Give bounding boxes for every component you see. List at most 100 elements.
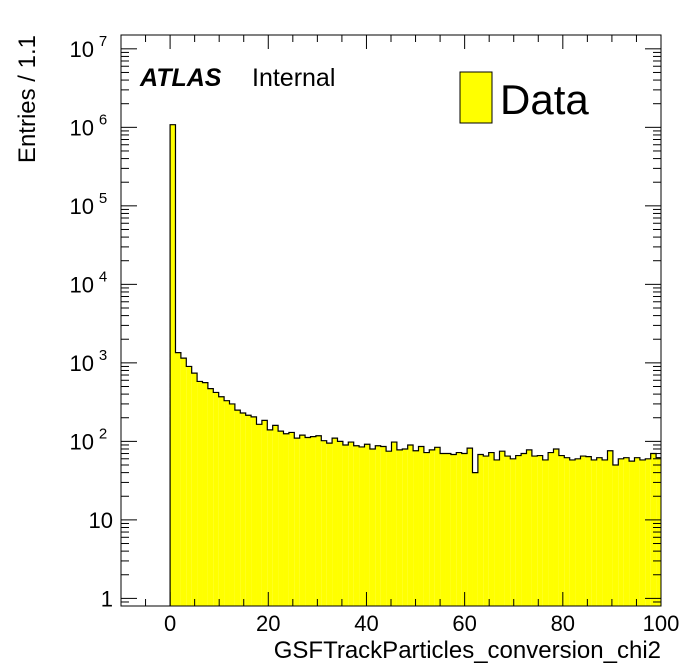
x-axis-title: GSFTrackParticles_conversion_chi2	[274, 637, 661, 664]
histogram-bar	[310, 436, 316, 606]
histogram-bar	[348, 442, 354, 606]
histogram-bar	[180, 358, 187, 606]
x-tick-label: 100	[643, 611, 680, 636]
histogram-bar	[521, 453, 527, 606]
histogram-bar	[634, 457, 640, 606]
histogram-bar	[607, 450, 613, 606]
histogram-bar	[477, 454, 484, 606]
histogram-bar	[202, 382, 208, 606]
histogram-bar	[170, 124, 176, 607]
y-axis-title: Entries / 1.1	[14, 35, 41, 163]
histogram-bar	[467, 448, 473, 606]
histogram-bar	[229, 403, 235, 606]
histogram-bar	[558, 455, 565, 606]
histogram-bar	[445, 453, 451, 606]
histogram-bar	[423, 452, 430, 606]
histogram-bar	[213, 392, 219, 606]
histogram-bar	[413, 450, 419, 606]
histogram-bar	[515, 455, 522, 606]
histogram-bar	[256, 424, 262, 606]
histogram-bar	[483, 456, 489, 606]
histogram-bar	[278, 431, 284, 606]
histogram-bar	[575, 458, 581, 606]
histogram-bar	[191, 373, 198, 606]
histogram-bar	[234, 410, 241, 606]
histogram-bar	[531, 456, 538, 606]
y-tick-exponent: 7	[99, 33, 107, 50]
histogram-bar	[337, 441, 343, 606]
y-tick-label: 10	[89, 508, 113, 533]
histogram-bar	[494, 459, 500, 606]
histogram-bar	[418, 446, 424, 606]
histogram-bar	[537, 455, 543, 606]
y-tick-label: 10	[70, 351, 94, 376]
histogram-bar	[321, 440, 327, 606]
histogram-bar	[434, 447, 441, 606]
histogram-bar	[305, 437, 311, 606]
histogram-bar	[553, 448, 559, 606]
y-tick-exponent: 2	[99, 425, 107, 442]
histogram-bar	[596, 457, 603, 606]
histogram-bar	[510, 458, 516, 606]
histogram-bar	[618, 458, 624, 606]
histogram-bar	[461, 453, 468, 606]
histogram-bar	[267, 429, 273, 606]
histogram-bar	[326, 443, 333, 606]
histogram-bar	[251, 416, 257, 606]
y-tick-label: 10	[70, 272, 94, 297]
histogram-bar	[342, 444, 349, 606]
x-tick-label: 20	[256, 611, 280, 636]
histogram-bars	[169, 124, 661, 607]
histogram-bar	[218, 396, 225, 606]
legend-swatch-data	[459, 71, 493, 124]
histogram-bar	[629, 461, 635, 606]
histogram-bar	[391, 442, 397, 606]
y-tick-label: 10	[70, 429, 94, 454]
histogram-bar	[407, 444, 414, 606]
histogram-bar	[429, 449, 435, 606]
histogram-bar	[569, 459, 576, 606]
histogram-bar	[207, 388, 214, 606]
histogram-bar	[283, 433, 289, 606]
y-tick-label: 10	[70, 115, 94, 140]
histogram-bar	[380, 446, 387, 606]
histogram-bar	[369, 448, 376, 606]
y-tick-label: 10	[70, 37, 94, 62]
y-tick-label: 1	[101, 586, 113, 611]
atlas-label: ATLAS	[139, 64, 222, 92]
tick-labels: 0 20 40 60 80 100 1 10 10 2 10 3 10 4 10 5 10 6 10 7	[70, 33, 680, 636]
histogram-bar	[612, 465, 619, 606]
histogram-bar	[224, 400, 230, 606]
histogram-bar	[261, 420, 268, 606]
histogram-bar	[375, 445, 381, 606]
histogram-bar	[197, 381, 203, 606]
x-tick-label: 60	[452, 611, 476, 636]
histogram-bar	[623, 457, 630, 606]
histogram-bar	[353, 445, 360, 606]
histogram-bar	[315, 435, 322, 606]
histogram-bar	[402, 448, 408, 606]
x-tick-label: 40	[354, 611, 378, 636]
x-tick-label: 80	[551, 611, 575, 636]
histogram-bar	[386, 451, 392, 606]
histogram-bar	[499, 451, 505, 606]
histogram-bar	[240, 412, 246, 606]
histogram-bar	[580, 456, 586, 606]
y-tick-exponent: 6	[99, 111, 107, 128]
legend-label-data: Data	[500, 76, 589, 123]
histogram-bar	[526, 449, 532, 606]
histogram-bar	[488, 452, 495, 606]
histogram-bar	[504, 456, 511, 606]
histogram-bar	[602, 459, 608, 606]
histogram-bar	[175, 352, 181, 606]
histogram-bar	[472, 472, 478, 606]
histogram-bar	[332, 438, 338, 606]
y-tick-exponent: 5	[99, 190, 107, 207]
histogram-bar	[245, 415, 252, 606]
histogram-bar	[564, 457, 570, 606]
y-tick-exponent: 4	[99, 268, 107, 285]
histogram-bar	[542, 459, 549, 606]
histogram-bar	[288, 432, 295, 606]
y-tick-exponent: 3	[99, 347, 107, 364]
